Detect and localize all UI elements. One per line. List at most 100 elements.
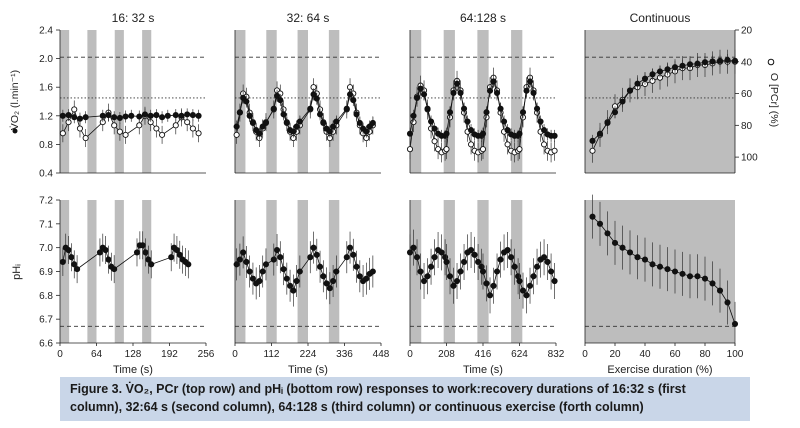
vo2-point [68,254,75,261]
ph-axis-title: pHᵢ [11,264,23,280]
vo2-point [511,263,518,270]
vo2-point [649,71,656,78]
caption-text: V̇O₂, PCr (top row) and pHᵢ (bottom row)… [70,382,686,414]
vo2-point [656,68,664,75]
vo2-point [530,89,537,96]
vo2-point [475,258,482,266]
vo2-point [273,246,281,254]
vo2-point [424,273,431,280]
vo2-point [189,112,196,119]
vo2-point [153,112,160,119]
vo2-point [724,56,731,64]
pcr-point [116,128,123,135]
vo2-point [111,266,118,273]
vo2-point [290,128,297,135]
y-tick-label: 1.2 [39,111,53,122]
vo2-point [541,254,548,261]
vo2-point [420,91,428,98]
vo2-point [236,256,243,263]
vo2-point [256,130,263,137]
vo2-point [333,118,340,125]
vo2-point [296,118,303,125]
pcr-point [111,122,118,129]
x-tick-label: 0 [407,349,413,360]
y-tick-label: 7.2 [39,196,53,207]
vo2-point [656,263,664,270]
vo2-point [417,85,424,92]
vo2-point [240,249,247,256]
x-tick-label: 20 [609,349,621,360]
vo2-point [59,258,66,266]
pcr-point [551,147,558,154]
x-tick-label: 448 [373,349,390,360]
vo2-point [483,280,490,287]
vo2-point [679,62,686,69]
vo2-point [350,97,357,104]
vo2-point [178,112,185,119]
x-tick-label: 100 [727,349,744,360]
vo2-point [694,60,701,67]
y-axis-title: V̇O₂ (l.min⁻¹) [8,70,21,130]
x-tick-label: 60 [669,349,681,360]
vo2-point [172,112,179,119]
vo2-point [246,268,253,275]
vo2-point [74,266,81,273]
pcr-tick-label: 40 [741,57,753,68]
vo2-point [731,57,739,64]
pcr-point [589,147,596,154]
vo2-point [460,105,468,112]
vo2-point [464,118,471,125]
vo2-point [497,105,504,112]
vo2-point [406,249,414,256]
work-band [142,30,152,173]
vo2-point [519,109,527,116]
vo2-point [490,78,497,85]
vo2-point [420,277,428,285]
pcr-point [122,131,129,138]
vo2-point [446,273,454,280]
pcr-point [136,122,143,129]
x-tick-label: 224 [300,349,317,360]
vo2-point [159,114,166,121]
vo2-point [280,111,287,118]
y-tick-label: 2.0 [39,54,53,65]
vo2-point [641,75,649,82]
x-axis-title: Time (s) [288,364,328,376]
y-tick-label: 1.6 [39,83,53,94]
vo2-point [326,128,333,135]
vo2-point [443,258,450,266]
pcr-point [189,125,196,132]
column-title: 32: 64 s [287,11,330,25]
pcr-point [76,125,84,132]
x-tick-label: 112 [264,349,280,360]
vo2-point [523,292,530,299]
pcr-point [431,138,438,145]
vo2-point [460,258,468,266]
vo2-point [363,275,370,282]
pcr-point [195,130,202,137]
vo2-point [709,280,716,287]
pcr-point [479,146,487,153]
vo2-point [307,254,314,261]
work-band [114,30,124,173]
vo2-point [290,287,297,294]
vo2-point [246,112,253,119]
vo2-point [141,111,149,118]
vo2-point [168,254,175,261]
x-tick-label: 336 [336,349,353,360]
vo2-point [270,105,277,112]
vo2-point [293,123,300,130]
vo2-point [641,256,649,263]
vo2-point [262,261,270,268]
vo2-point [133,249,141,256]
vo2-point [233,261,240,268]
vo2-point [490,282,497,289]
vo2-point [471,251,478,258]
vo2-point [323,280,330,287]
vo2-point [486,87,494,94]
vo2-point [262,119,270,126]
vo2-point [664,266,671,273]
work-band [87,200,97,343]
vo2-point [65,112,72,119]
work-band [114,200,124,343]
